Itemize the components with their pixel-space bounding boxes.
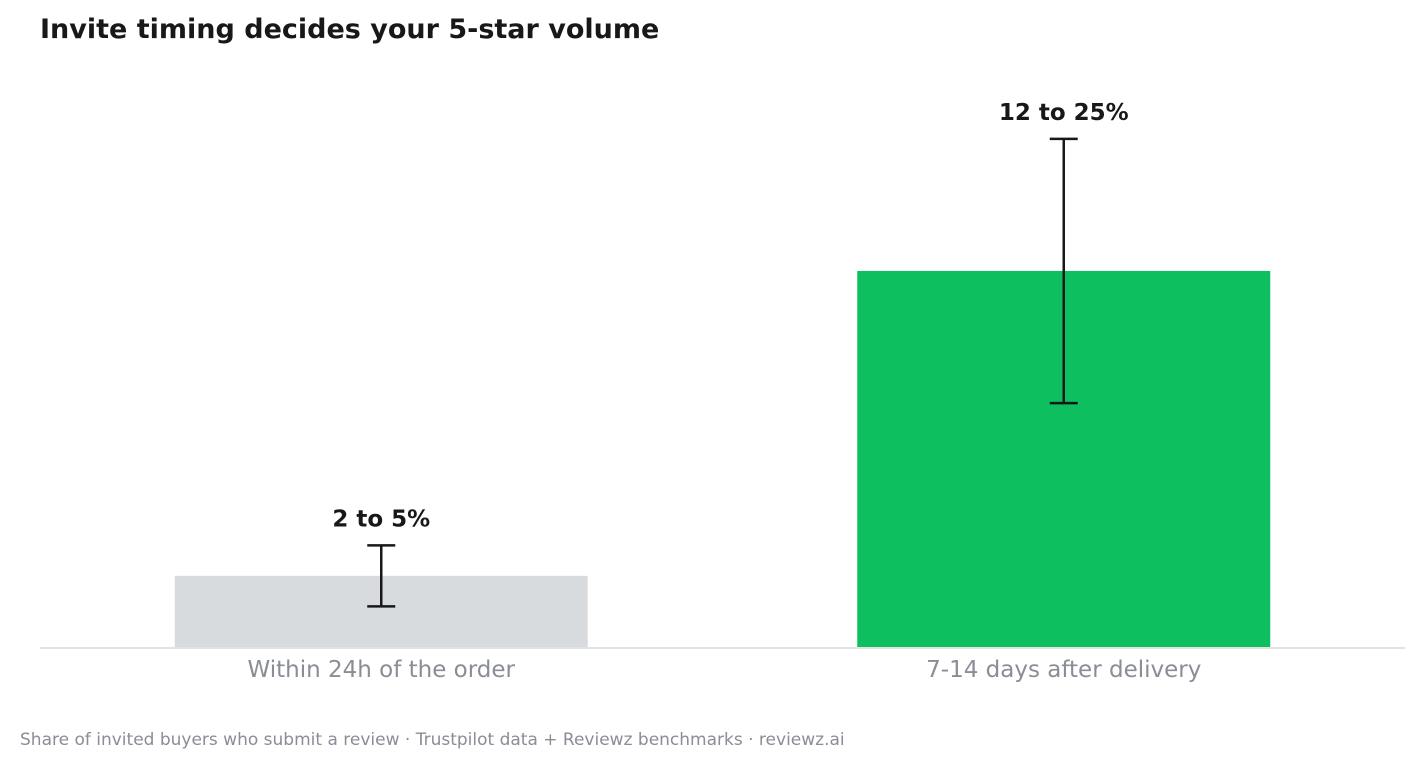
data-label-1: 2 to 5%: [332, 506, 430, 532]
bars-group: [174, 270, 1271, 647]
chart-caption: Share of invited buyers who submit a rev…: [20, 730, 845, 750]
data-label-2: 12 to 25%: [999, 100, 1129, 126]
error-bars-group: [367, 137, 1078, 608]
labels-group: 2 to 5% Within 24h of the order 12 to 25% 7…: [247, 100, 1201, 683]
category-label-2: 7-14 days after delivery: [926, 657, 1201, 683]
chart-title: Invite timing decides your 5-star volume: [40, 14, 660, 45]
category-label-1: Within 24h of the order: [247, 657, 515, 683]
